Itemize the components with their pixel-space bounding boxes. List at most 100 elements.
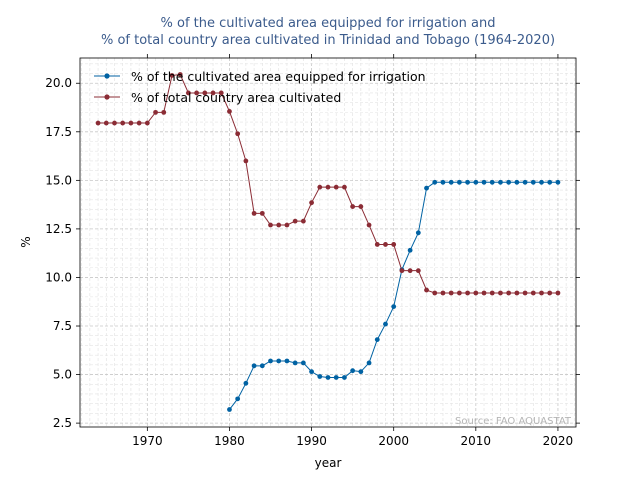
- data-point-series-1: [440, 290, 446, 296]
- data-point-series-0: [498, 179, 503, 185]
- y-tick-label: 2.5: [53, 416, 72, 430]
- data-point-series-1: [391, 242, 397, 247]
- data-point-series-0: [268, 358, 273, 364]
- data-point-series-0: [227, 407, 232, 412]
- data-point-series-1: [177, 72, 183, 77]
- data-point-series-1: [276, 222, 282, 228]
- data-point-series-1: [325, 184, 331, 190]
- data-point-series-0: [415, 230, 421, 236]
- legend-label-irrigation: % of the cultivated area equipped for ir…: [131, 69, 426, 84]
- data-point-series-1: [284, 222, 290, 228]
- data-point-series-1: [259, 210, 265, 216]
- y-tick-label: 20.0: [45, 76, 72, 90]
- y-tick-label: 5.0: [53, 368, 72, 382]
- series-lines: [95, 72, 561, 412]
- data-point-series-1: [530, 290, 536, 296]
- data-point-series-1: [342, 184, 347, 190]
- y-tick-label: 17.5: [45, 125, 72, 139]
- data-point-series-0: [481, 179, 487, 185]
- chart-title-line1: % of the cultivated area equipped for ir…: [161, 16, 496, 31]
- data-point-series-1: [103, 120, 109, 126]
- data-point-series-0: [530, 179, 536, 185]
- data-point-series-1: [210, 90, 216, 96]
- data-point-series-1: [112, 120, 117, 126]
- data-point-series-1: [506, 290, 512, 296]
- data-point-series-1: [235, 131, 241, 137]
- data-point-series-0: [366, 360, 372, 366]
- data-point-series-0: [317, 374, 323, 379]
- data-point-series-0: [456, 179, 462, 185]
- data-point-series-0: [448, 179, 454, 185]
- data-point-series-1: [120, 120, 126, 126]
- grid: [80, 58, 576, 427]
- data-point-series-1: [514, 290, 520, 296]
- data-point-series-1: [227, 109, 232, 114]
- legend-marker-irrigation: [104, 73, 110, 79]
- data-point-series-1: [300, 218, 306, 224]
- x-tick-label: 2020: [543, 434, 574, 448]
- x-tick-label: 2010: [461, 434, 492, 448]
- data-point-series-0: [440, 179, 446, 185]
- data-point-series-1: [383, 242, 388, 247]
- x-tick-label: 1980: [214, 434, 245, 448]
- data-point-series-1: [424, 287, 429, 293]
- data-point-series-1: [202, 90, 208, 96]
- data-point-series-1: [292, 218, 298, 224]
- data-point-series-1: [194, 90, 200, 96]
- data-point-series-1: [128, 120, 134, 126]
- data-point-series-0: [235, 396, 241, 402]
- source-note: Source: FAO AQUASTAT: [455, 416, 572, 427]
- data-point-series-1: [185, 90, 191, 96]
- data-point-series-0: [473, 179, 479, 185]
- data-point-series-1: [268, 222, 273, 228]
- data-point-series-1: [399, 268, 405, 274]
- data-point-series-1: [481, 290, 487, 296]
- data-point-series-1: [169, 73, 175, 78]
- data-point-series-0: [325, 375, 331, 380]
- data-point-series-1: [144, 120, 150, 126]
- data-point-series-1: [136, 120, 142, 126]
- data-point-series-0: [300, 360, 306, 366]
- data-point-series-1: [374, 242, 380, 247]
- data-point-series-1: [555, 290, 561, 296]
- data-point-series-1: [218, 90, 224, 96]
- data-point-series-0: [342, 375, 347, 380]
- data-point-series-1: [539, 290, 544, 296]
- data-point-series-1: [366, 222, 372, 228]
- data-point-series-0: [547, 179, 553, 185]
- data-point-series-1: [95, 120, 101, 126]
- data-point-series-0: [276, 358, 282, 364]
- data-point-series-1: [358, 204, 364, 209]
- y-axis-label: %: [19, 236, 33, 247]
- legend: % of the cultivated area equipped for ir…: [94, 69, 426, 105]
- data-point-series-1: [456, 290, 462, 296]
- data-point-series-0: [284, 358, 290, 364]
- data-point-series-0: [292, 360, 298, 366]
- legend-label-cultivated: % of total country area cultivated: [131, 90, 341, 105]
- axis-ticks: 1970 1980 1990 2000 2010 2020 2.5 5.0 7.5 10.0 12.…: [45, 54, 580, 448]
- data-point-series-1: [333, 184, 339, 190]
- x-axis-label: year: [315, 456, 342, 470]
- data-point-series-1: [498, 290, 503, 296]
- data-point-series-1: [243, 158, 249, 164]
- data-point-series-0: [333, 375, 339, 380]
- data-point-series-1: [547, 290, 553, 296]
- data-point-series-0: [383, 321, 388, 327]
- data-point-series-0: [555, 179, 561, 185]
- data-point-series-1: [161, 109, 167, 115]
- data-point-series-0: [358, 369, 364, 375]
- data-point-series-0: [539, 179, 544, 185]
- data-point-series-1: [522, 290, 528, 296]
- data-point-series-1: [153, 109, 158, 115]
- y-tick-label: 15.0: [45, 173, 72, 187]
- data-point-series-1: [415, 268, 421, 274]
- y-tick-label: 7.5: [53, 319, 72, 333]
- plot-frame: [79, 57, 577, 428]
- data-point-series-1: [448, 290, 454, 296]
- data-point-series-1: [350, 204, 356, 209]
- data-point-series-0: [522, 179, 528, 185]
- y-tick-label: 10.0: [45, 270, 72, 284]
- data-point-series-1: [251, 210, 257, 216]
- data-point-series-0: [309, 369, 314, 375]
